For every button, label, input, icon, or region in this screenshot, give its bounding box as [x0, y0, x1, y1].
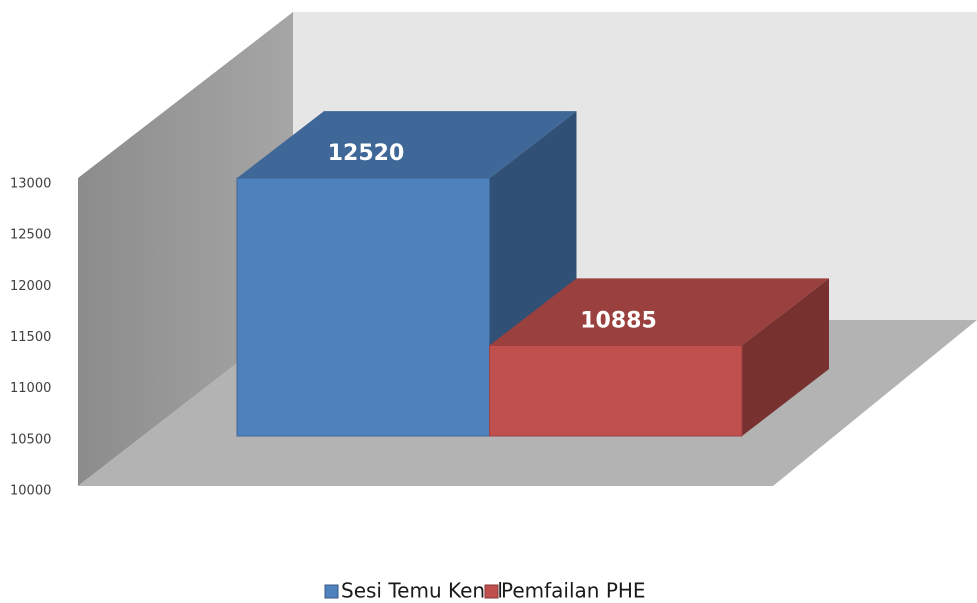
legend-swatch	[324, 584, 339, 599]
bar	[236, 177, 490, 437]
y-tick-label: 10500	[10, 432, 51, 447]
y-tick-label: 11500	[10, 330, 51, 345]
bar-side	[742, 278, 829, 436]
y-tick-label: 12500	[10, 228, 51, 243]
bar	[489, 344, 743, 437]
data-label: 10885	[580, 308, 657, 333]
legend-swatch	[484, 584, 499, 599]
legend-label: Sesi Temu Kenal	[341, 579, 503, 603]
data-label: 12520	[328, 141, 405, 166]
bar-top	[237, 111, 577, 179]
legend-label: Pemfailan PHE	[501, 579, 646, 603]
bars	[236, 111, 829, 437]
y-tick-label: 12000	[10, 279, 51, 294]
y-tick-label: 13000	[10, 177, 51, 192]
side-wall	[78, 12, 293, 486]
y-tick-label: 10000	[10, 484, 51, 499]
y-tick-label: 11000	[10, 381, 51, 396]
bar-top	[489, 278, 829, 346]
